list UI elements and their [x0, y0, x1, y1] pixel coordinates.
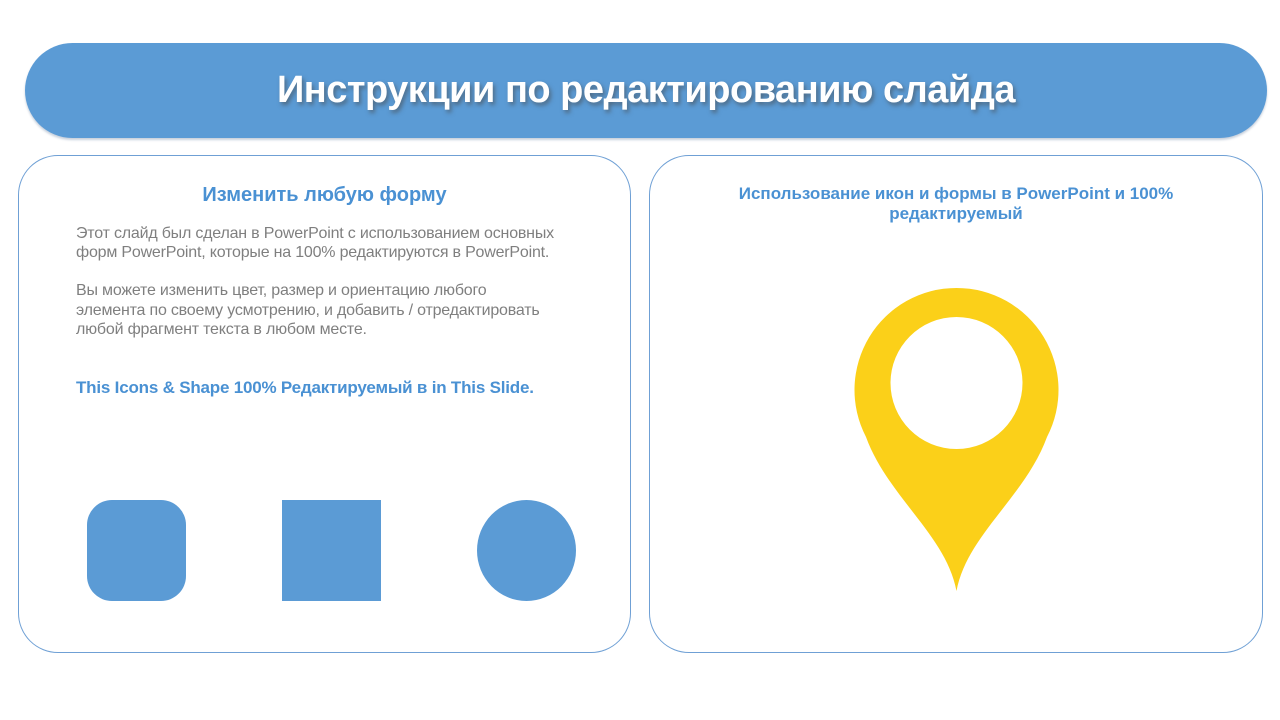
rounded-square-shape: [87, 500, 186, 601]
circle-shape: [477, 500, 576, 601]
left-card-paragraph-1: Этот слайд был сделан в PowerPoint с исп…: [76, 225, 554, 262]
right-card: Использование икон и формы в PowerPoint …: [649, 155, 1263, 653]
map-pin-icon: [854, 285, 1059, 591]
slide-title: Инструкции по редактированию слайда: [276, 69, 1016, 111]
shapes-row: [87, 500, 576, 601]
left-card-highlight: This Icons & Shape 100% Редактируемый в …: [76, 378, 534, 397]
square-shape: [282, 500, 381, 601]
right-card-heading: Использование икон и формы в PowerPoint …: [738, 184, 1174, 223]
left-card-body: Этот слайд был сделан в PowerPoint с исп…: [76, 224, 558, 358]
left-card-paragraph-2: Вы можете изменить цвет, размер и ориент…: [76, 282, 540, 338]
title-banner: Инструкции по редактированию слайда: [25, 43, 1267, 138]
left-card: Изменить любую форму Этот слайд был сдел…: [18, 155, 631, 653]
left-card-heading: Изменить любую форму: [202, 184, 447, 206]
